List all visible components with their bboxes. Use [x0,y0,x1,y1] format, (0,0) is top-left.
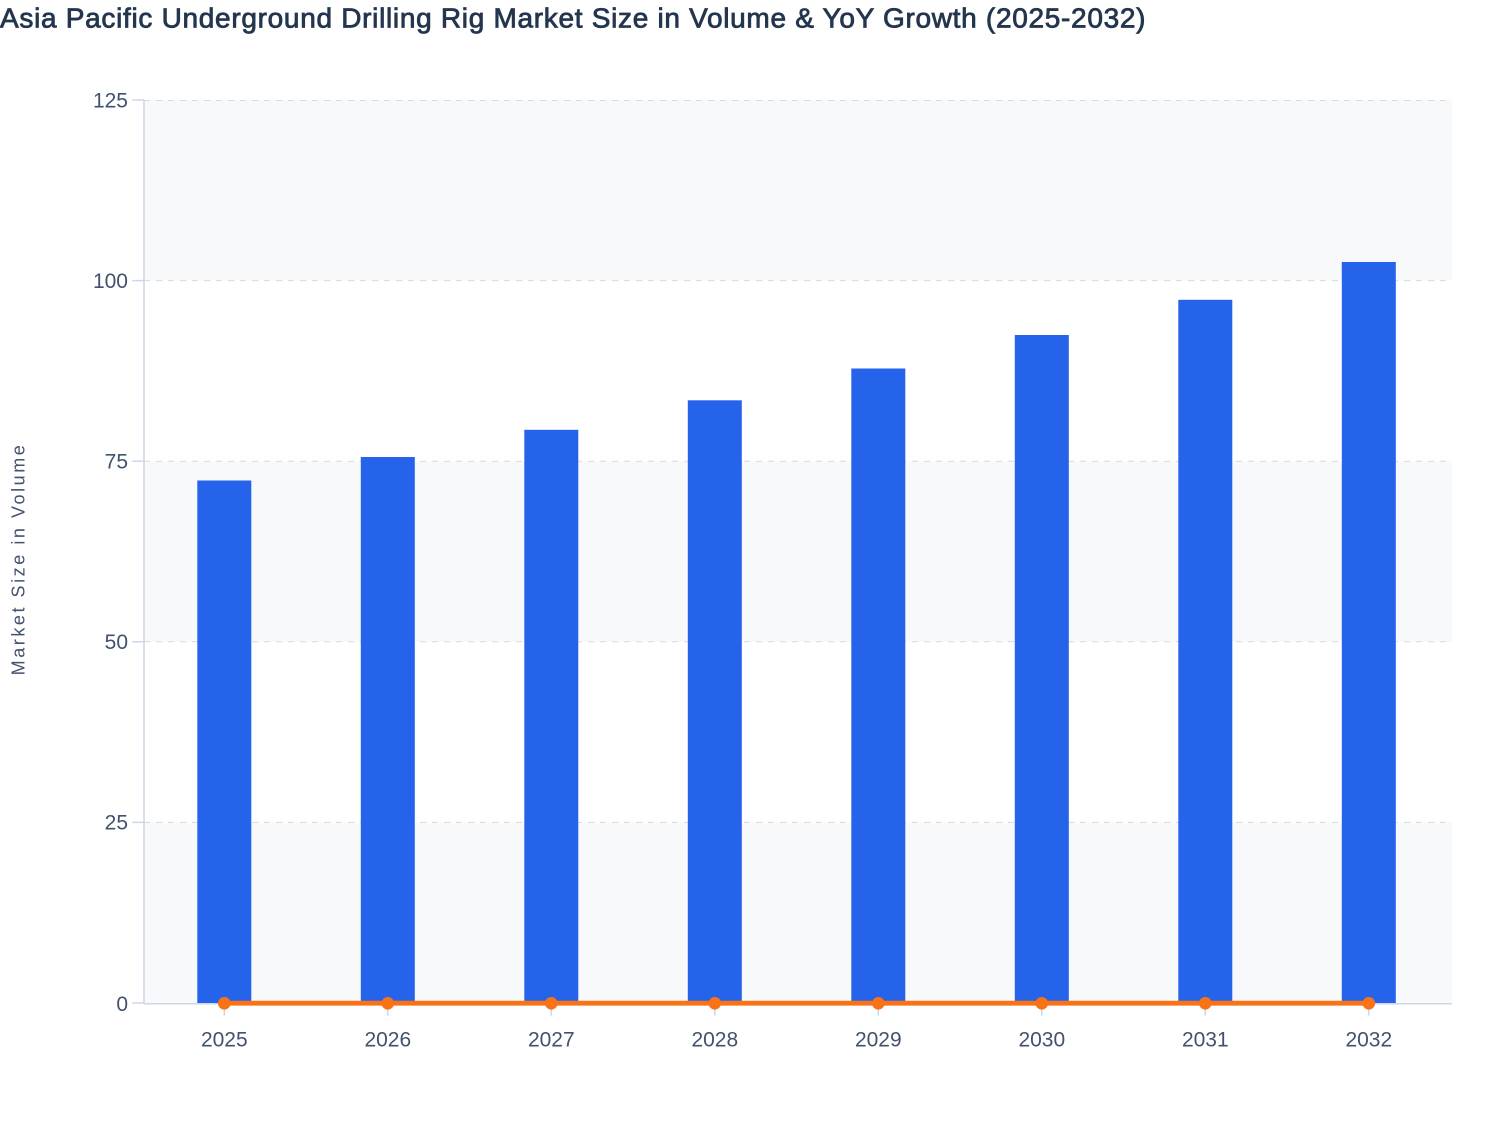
svg-text:2031: 2031 [1182,1028,1229,1051]
svg-text:125: 125 [93,89,128,112]
svg-text:2032: 2032 [1345,1028,1392,1051]
svg-text:2026: 2026 [364,1028,411,1051]
svg-text:2027: 2027 [528,1028,575,1051]
svg-text:2029: 2029 [855,1028,902,1051]
svg-text:2025: 2025 [201,1028,248,1051]
svg-text:50: 50 [105,631,128,654]
svg-text:2030: 2030 [1018,1028,1065,1051]
svg-text:25: 25 [105,812,128,835]
svg-text:Market Size in Volume: Market Size in Volume [9,443,29,676]
svg-text:2028: 2028 [691,1028,738,1051]
svg-text:0: 0 [116,993,128,1016]
svg-text:100: 100 [93,270,128,293]
svg-text:Asia Pacific Underground Drill: Asia Pacific Underground Drilling Rig Ma… [0,3,1146,34]
svg-text:75: 75 [105,451,128,474]
